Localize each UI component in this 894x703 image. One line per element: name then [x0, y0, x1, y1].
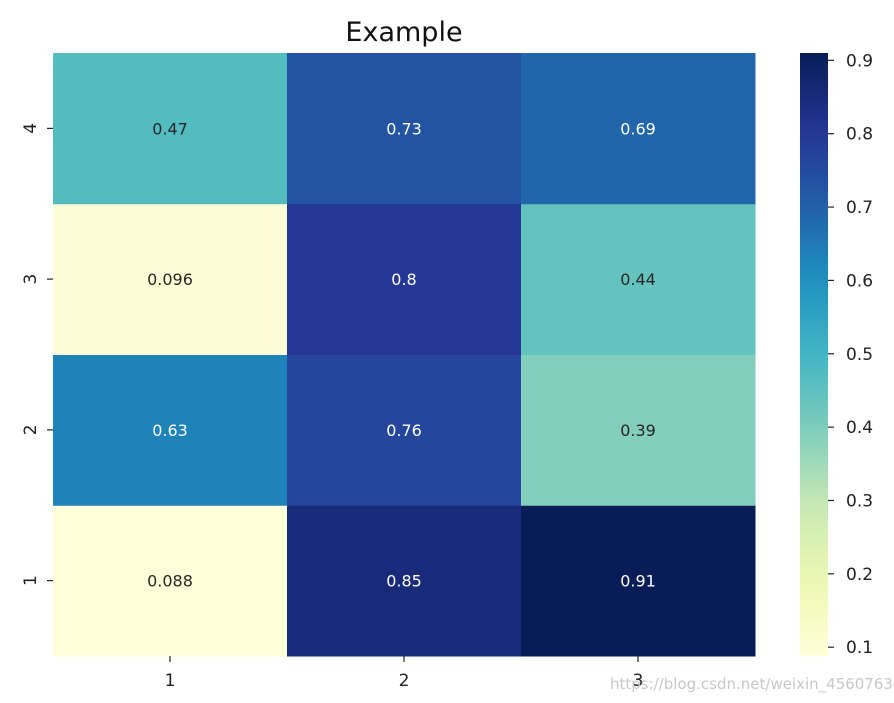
- colorbar-tick-label: 0.4: [846, 418, 873, 438]
- heatmap-cell: [53, 203, 288, 355]
- cell-value-label: 0.69: [620, 119, 656, 138]
- cell-value-label: 0.096: [147, 270, 193, 289]
- heatmap-cells: 0.088 0.85 0.91 0.63 0.76 0.39 0.096 0.8 0.44 0.4…: [53, 53, 756, 657]
- x-axis: 1 2 3: [165, 656, 644, 691]
- cell-value-label: 0.76: [386, 421, 422, 440]
- colorbar-tick-label: 0.6: [846, 271, 873, 291]
- cell-value-label: 0.73: [386, 119, 422, 138]
- cell-value-label: 0.44: [620, 270, 656, 289]
- colorbar-tick-label: 0.8: [846, 125, 873, 145]
- colorbar-gradient: [800, 53, 828, 656]
- heatmap-cell: [521, 53, 756, 205]
- x-tick-label: 1: [165, 671, 176, 691]
- colorbar-tick-label: 0.9: [846, 51, 873, 71]
- colorbar-tick-label: 0.7: [846, 198, 873, 218]
- heatmap-cell: [53, 354, 288, 506]
- cell-value-label: 0.47: [152, 119, 188, 138]
- watermark: https://blog.csdn.net/weixin_45607635: [610, 675, 894, 693]
- y-tick-label: 2: [21, 424, 41, 435]
- x-tick-label: 3: [633, 671, 644, 691]
- colorbar-tick-label: 0.2: [846, 565, 873, 585]
- colorbar: 0.1 0.2 0.3 0.4 0.5 0.6 0.7 0.8 0.9: [800, 51, 873, 658]
- heatmap-cell: [287, 203, 522, 355]
- chart-title: Example: [345, 17, 462, 48]
- heatmap-cell: [287, 53, 522, 205]
- colorbar-tick-label: 0.3: [846, 491, 873, 511]
- y-tick-label: 3: [21, 274, 41, 285]
- heatmap-cell: [521, 203, 756, 355]
- heatmap-cell: [53, 505, 288, 657]
- heatmap-cell: [521, 505, 756, 657]
- colorbar-tick-label: 0.1: [846, 638, 873, 658]
- cell-value-label: 0.8: [391, 270, 416, 289]
- cell-value-label: 0.39: [620, 421, 656, 440]
- cell-value-label: 0.63: [152, 421, 188, 440]
- y-tick-label: 1: [21, 575, 41, 586]
- x-tick-label: 2: [399, 671, 410, 691]
- y-axis: 1 2 3 4: [21, 123, 53, 586]
- heatmap-cell: [287, 505, 522, 657]
- heatmap-cell: [53, 53, 288, 205]
- colorbar-tick-label: 0.5: [846, 345, 873, 365]
- heatmap-cell: [287, 354, 522, 506]
- y-tick-label: 4: [21, 123, 41, 134]
- cell-value-label: 0.088: [147, 572, 193, 591]
- heatmap-cell: [521, 354, 756, 506]
- cell-value-label: 0.85: [386, 572, 422, 591]
- cell-value-label: 0.91: [620, 572, 656, 591]
